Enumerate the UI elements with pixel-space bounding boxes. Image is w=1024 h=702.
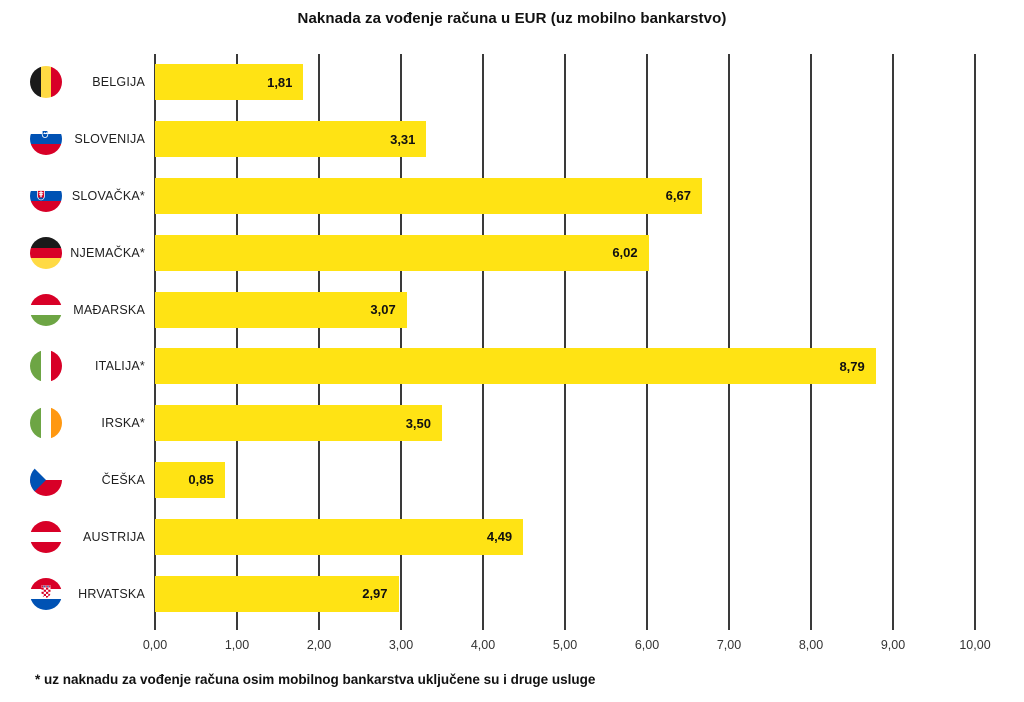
gridline <box>400 54 402 630</box>
bar: 2,97 <box>155 575 399 612</box>
bar-value-label: 3,50 <box>405 415 431 431</box>
category-row: ITALIJA* <box>0 338 155 395</box>
category-row: ČEŠKA <box>0 452 155 509</box>
footnote: * uz naknadu za vođenje računa osim mobi… <box>35 672 596 687</box>
bar-value-label: 6,67 <box>665 188 691 204</box>
country-label: NJEMAČKA* <box>70 245 145 260</box>
slovakia-flag-icon <box>30 179 62 212</box>
czechia-flag-icon <box>30 463 62 496</box>
x-tick-label: 0,00 <box>142 638 168 652</box>
country-label: MAĐARSKA <box>73 302 145 317</box>
bar-row: 3,07 <box>155 281 975 338</box>
bar: 3,50 <box>155 405 442 442</box>
category-row: NJEMAČKA* <box>0 224 155 281</box>
bar-value-label: 2,97 <box>362 586 388 602</box>
x-tick-label: 9,00 <box>880 638 906 652</box>
plot-area: 1,81 3,31 6,67 6,02 3,07 8,79 3,50 0,85 4,49 2,97 <box>154 54 976 630</box>
category-row: MAĐARSKA <box>0 281 155 338</box>
country-label: HRVATSKA <box>78 586 145 601</box>
country-label: SLOVAČKA* <box>71 188 145 203</box>
bar: 3,31 <box>155 121 427 158</box>
country-label: SLOVENIJA <box>74 132 145 147</box>
country-label: AUSTRIJA <box>82 529 145 544</box>
x-tick-label: 2,00 <box>306 638 332 652</box>
croatia-flag-icon <box>30 577 62 610</box>
bar-value-label: 8,79 <box>839 358 865 374</box>
bar-row: 8,79 <box>155 338 975 395</box>
gridline <box>236 54 238 630</box>
category-row: SLOVAČKA* <box>0 168 155 225</box>
bar-value-label: 3,31 <box>390 131 416 147</box>
gridline <box>564 54 566 630</box>
bar-row: 0,85 <box>155 452 975 509</box>
category-row: SLOVENIJA <box>0 111 155 168</box>
bar: 6,67 <box>155 177 702 214</box>
gridline <box>646 54 648 630</box>
gridline <box>892 54 894 630</box>
hungary-flag-icon <box>30 293 62 326</box>
belgium-flag-icon <box>30 66 62 99</box>
country-label: IRSKA* <box>101 416 145 431</box>
x-tick-label: 6,00 <box>634 638 660 652</box>
bar: 3,07 <box>155 291 407 328</box>
ireland-flag-icon <box>30 407 62 440</box>
bar: 6,02 <box>155 234 649 271</box>
bar-value-label: 0,85 <box>188 472 214 488</box>
bar-row: 6,67 <box>155 168 975 225</box>
x-axis-tick-labels: 0,00 1,00 2,00 3,00 4,00 5,00 6,00 7,00 8,00 9,00… <box>143 638 991 658</box>
x-tick-label: 5,00 <box>552 638 578 652</box>
bar-value-label: 4,49 <box>486 529 513 545</box>
gridline <box>318 54 320 630</box>
country-label: ITALIJA* <box>95 359 145 374</box>
category-row: HRVATSKA <box>0 565 155 622</box>
bar-row: 2,97 <box>155 565 975 622</box>
country-label: BELGIJA <box>92 75 145 90</box>
x-tick-label: 7,00 <box>716 638 742 652</box>
bar: 4,49 <box>155 518 524 555</box>
gridline <box>810 54 812 630</box>
bar-row: 3,50 <box>155 395 975 452</box>
gridline <box>974 54 976 630</box>
x-tick-label: 3,00 <box>388 638 414 652</box>
germany-flag-icon <box>30 236 62 269</box>
bar-row: 3,31 <box>155 111 975 168</box>
x-tick-label: 1,00 <box>224 638 250 652</box>
bar-value-label: 6,02 <box>612 245 638 261</box>
bar-row: 6,02 <box>155 224 975 281</box>
country-label: ČEŠKA <box>101 472 145 487</box>
x-tick-label: 4,00 <box>470 638 496 652</box>
bar: 0,85 <box>155 461 225 498</box>
italy-flag-icon <box>30 350 62 383</box>
x-tick-label: 10,00 <box>959 638 991 652</box>
bar-row: 1,81 <box>155 54 975 111</box>
gridline <box>728 54 730 630</box>
austria-flag-icon <box>30 520 62 553</box>
bar-row: 4,49 <box>155 508 975 565</box>
x-tick-label: 8,00 <box>798 638 824 652</box>
category-row: AUSTRIJA <box>0 508 155 565</box>
category-labels-column: BELGIJA SLOVENIJA SLOVAČKA* NJEMAČKA* MAĐARS… <box>0 54 155 622</box>
bar: 8,79 <box>155 348 876 385</box>
bars-layer: 1,81 3,31 6,67 6,02 3,07 8,79 3,50 0,85 4,49 2,97 <box>155 54 975 622</box>
gridline <box>482 54 484 630</box>
bar: 1,81 <box>155 64 304 101</box>
bar-value-label: 1,81 <box>267 74 293 90</box>
chart-title: Naknada za vođenje računa u EUR (uz mobi… <box>297 10 727 27</box>
category-row: BELGIJA <box>0 54 155 111</box>
gridline <box>154 54 156 630</box>
bar-value-label: 3,07 <box>370 302 396 318</box>
slovenia-flag-icon <box>30 123 62 156</box>
category-row: IRSKA* <box>0 395 155 452</box>
